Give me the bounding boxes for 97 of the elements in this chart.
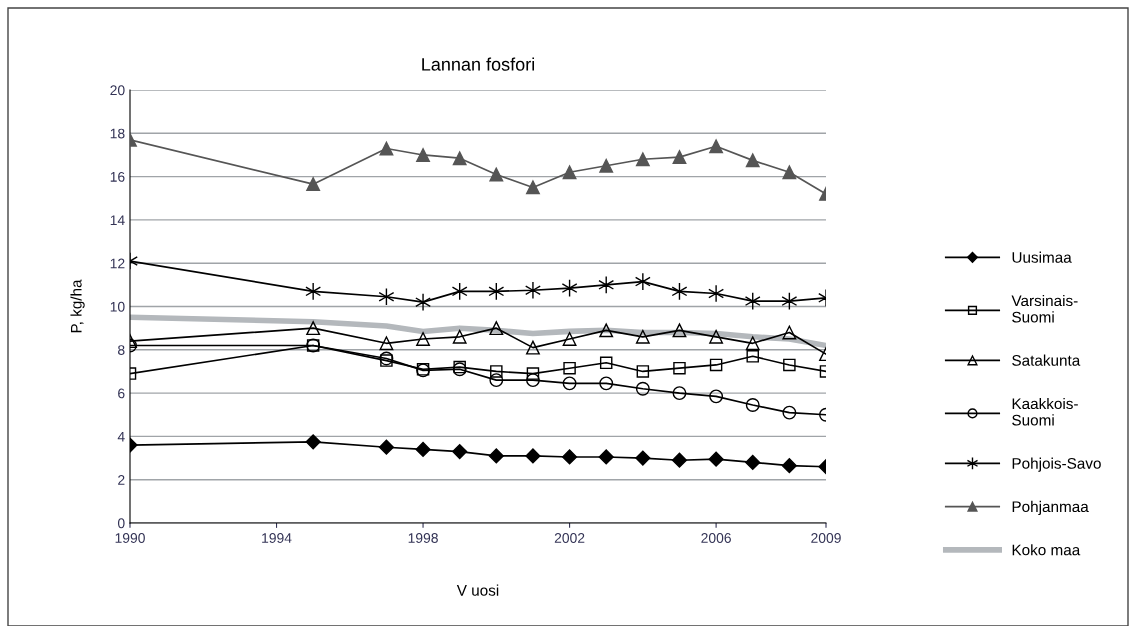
legend-label: Uusimaa [1012, 251, 1072, 263]
point [745, 398, 760, 412]
point [415, 293, 431, 312]
y-tick-label: 16 [110, 171, 125, 182]
point [671, 452, 688, 468]
y-axis-title: P, kg/ha [70, 279, 85, 333]
point [379, 141, 394, 156]
y-tick-label: 6 [118, 388, 125, 399]
point [526, 180, 540, 195]
point [635, 450, 651, 466]
point [415, 441, 431, 457]
point [635, 152, 650, 167]
point [708, 284, 725, 303]
chart-title: Lannan fosfori [422, 57, 535, 71]
point [306, 177, 321, 192]
point [378, 287, 395, 306]
point [745, 153, 760, 168]
point [745, 454, 761, 470]
point [599, 376, 614, 391]
point [452, 151, 467, 166]
y-tick-label: 12 [110, 258, 125, 269]
point [306, 321, 321, 336]
point [489, 321, 504, 336]
point [305, 282, 322, 301]
point [562, 449, 578, 465]
y-tick-label: 0 [117, 518, 125, 529]
point [525, 448, 541, 464]
point [709, 389, 724, 404]
x-axis-title: V uosi [456, 584, 499, 596]
point [305, 434, 321, 450]
x-tick-label: 2009 [811, 533, 841, 543]
point [489, 167, 504, 182]
point [709, 358, 723, 372]
point [378, 439, 394, 455]
point [672, 150, 687, 165]
point [635, 381, 650, 396]
x-tick-label: 1994 [262, 533, 292, 543]
point [526, 340, 540, 355]
point [599, 158, 614, 173]
y-tick-label: 20 [110, 85, 125, 96]
legend-label: Varsinais- Suomi [1011, 294, 1078, 323]
point [488, 448, 504, 464]
point [599, 356, 613, 370]
point [672, 386, 687, 401]
y-tick-label: 4 [117, 431, 125, 442]
point [525, 281, 541, 300]
point [562, 332, 577, 346]
point [782, 165, 797, 180]
point [562, 165, 577, 180]
point [635, 329, 650, 344]
point [452, 329, 467, 344]
point [598, 275, 615, 294]
point [781, 458, 797, 474]
y-tick-label: 10 [110, 301, 125, 312]
point [599, 323, 614, 338]
y-tick-label: 14 [110, 215, 125, 225]
point [673, 361, 686, 375]
point [782, 405, 797, 420]
point [636, 365, 650, 378]
point [671, 282, 688, 301]
point [744, 292, 761, 311]
point [452, 443, 468, 460]
x-tick-label: 2002 [554, 533, 585, 543]
y-tick-label: 18 [110, 128, 125, 139]
point [526, 367, 540, 380]
y-tick-label: 8 [118, 345, 125, 355]
point [526, 373, 540, 388]
point [745, 336, 760, 351]
point [379, 336, 394, 351]
point [746, 350, 759, 363]
point [488, 282, 505, 301]
legend-label: Pohjanmaa [1012, 500, 1089, 516]
point [783, 358, 796, 372]
point [416, 148, 430, 162]
point [416, 332, 430, 346]
point [634, 272, 651, 291]
x-tick-label: 1998 [408, 533, 438, 543]
point [489, 373, 504, 388]
x-tick-label: 1990 [115, 533, 145, 543]
legend-label: Koko maa [1012, 544, 1081, 556]
point [781, 292, 798, 311]
point [451, 282, 468, 301]
point [562, 376, 577, 391]
point [672, 323, 687, 338]
point [782, 325, 797, 340]
legend-label: Satakunta [1012, 354, 1081, 366]
point [563, 361, 576, 375]
legend-label: Pohjois-Savo [1012, 457, 1101, 472]
legend-label: Kaakkois- Suomi [1012, 397, 1078, 426]
point [708, 451, 724, 467]
y-tick-label: 2 [118, 475, 125, 485]
point [598, 449, 614, 465]
point [709, 139, 724, 154]
point [490, 365, 503, 378]
point [561, 279, 578, 298]
point [709, 329, 724, 344]
x-tick-label: 2006 [701, 533, 731, 543]
